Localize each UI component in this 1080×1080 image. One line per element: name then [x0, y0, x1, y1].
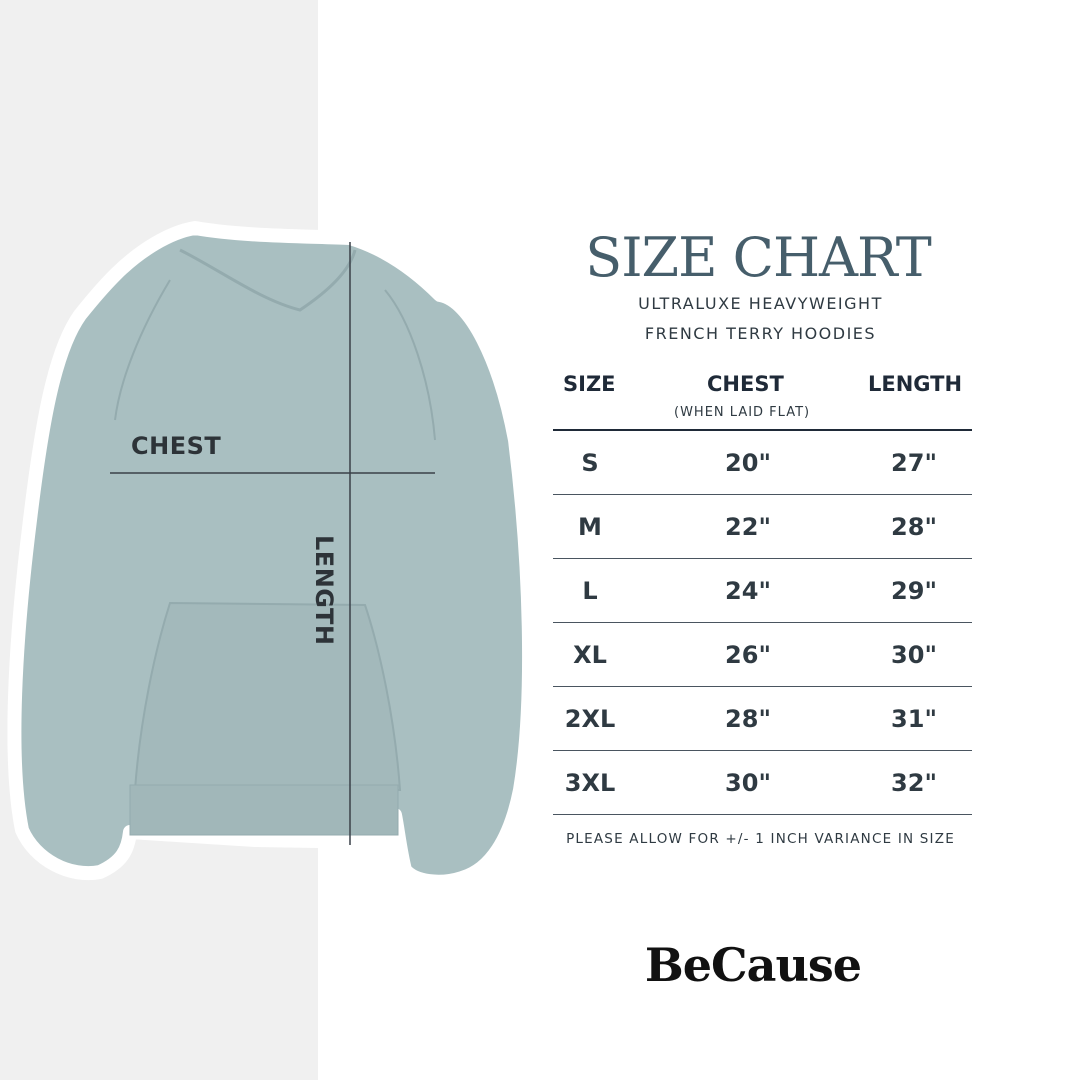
chest-label: CHEST [131, 432, 222, 460]
chest-cell: 28" [725, 705, 771, 733]
size-table: S 20" 27" M 22" 28" L 24" 29" XL 26" 30" 2XL 28" 3… [553, 429, 972, 815]
page-title: SIZE CHART [585, 226, 932, 289]
length-cell: 29" [891, 577, 937, 605]
chest-note: (WHEN LAID FLAT) [674, 405, 811, 420]
size-cell: L [582, 577, 598, 605]
length-cell: 31" [891, 705, 937, 733]
length-cell: 30" [891, 641, 937, 669]
chest-cell: 22" [725, 513, 771, 541]
chest-cell: 20" [725, 449, 771, 477]
table-row: 2XL 28" 31" [553, 687, 972, 751]
raglan-seam-left [114, 279, 171, 421]
table-row: S 20" 27" [553, 431, 972, 495]
column-header-size: SIZE [563, 372, 616, 396]
chest-cell: 24" [725, 577, 771, 605]
brand-logo: BeCause [644, 938, 862, 992]
table-row: L 24" 29" [553, 559, 972, 623]
length-cell: 32" [891, 769, 937, 797]
size-cell: S [581, 449, 599, 477]
hood-seam [179, 248, 357, 312]
length-cell: 27" [891, 449, 937, 477]
raglan-seam-right [384, 289, 436, 441]
length-cell: 28" [891, 513, 937, 541]
waistband [129, 784, 399, 836]
length-label: LENGTH [310, 535, 338, 646]
size-cell: 2XL [564, 705, 616, 733]
subtitle-line-1: ULTRALUXE HEAVYWEIGHT [638, 294, 883, 313]
size-cell: M [578, 513, 602, 541]
column-header-chest: CHEST [707, 372, 784, 396]
size-cell: 3XL [564, 769, 616, 797]
pocket [133, 601, 402, 791]
table-row: XL 26" 30" [553, 623, 972, 687]
subtitle-line-2: FRENCH TERRY HOODIES [644, 324, 877, 343]
hoodie-illustration [7, 221, 537, 889]
table-row: M 22" 28" [553, 495, 972, 559]
column-header-length: LENGTH [868, 372, 963, 396]
table-row: 3XL 30" 32" [553, 751, 972, 815]
variance-note: PLEASE ALLOW FOR +/- 1 INCH VARIANCE IN … [566, 831, 955, 847]
size-cell: XL [573, 641, 607, 669]
chest-cell: 30" [725, 769, 771, 797]
chest-cell: 26" [725, 641, 771, 669]
